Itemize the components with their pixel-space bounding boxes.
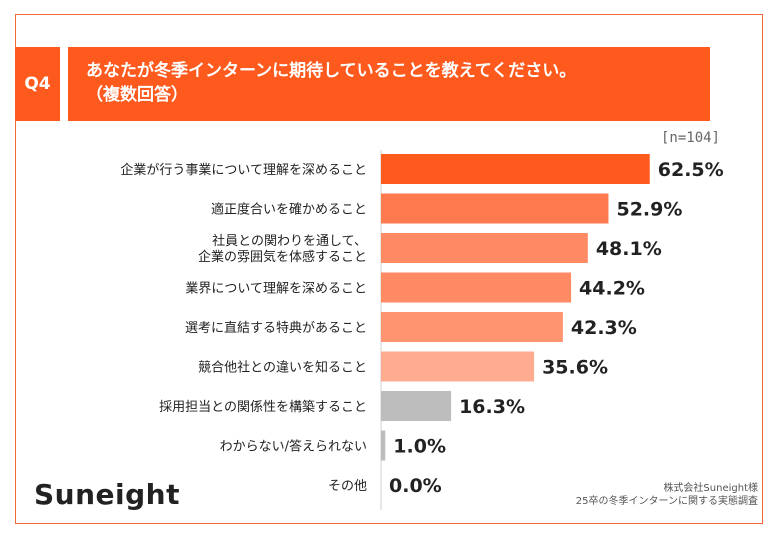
bar-6: [381, 351, 535, 382]
value-label-4: 44.2%: [579, 278, 645, 300]
chart-frame: [15, 14, 763, 524]
category-label-6: 競合他社との違いを知ること: [198, 360, 367, 376]
bar-4: [381, 272, 572, 303]
category-label-9: その他: [328, 479, 367, 494]
value-label-2: 52.9%: [616, 199, 682, 221]
bar-1: [381, 154, 650, 184]
value-label-5: 42.3%: [571, 317, 637, 339]
credit-line-2: 25卒の冬季インターンに関する実態調査: [575, 496, 758, 507]
bar-3: [381, 233, 588, 263]
category-label-1: 企業が行う事業について理解を深めること: [120, 162, 367, 178]
value-label-9: 0.0%: [389, 475, 442, 497]
bar-5: [381, 312, 563, 342]
bar-7: [381, 391, 452, 421]
value-label-3: 48.1%: [596, 238, 662, 260]
bar-8: [381, 430, 386, 461]
credit-line-1: 株式会社Suneight様: [663, 483, 758, 494]
bar-2: [381, 193, 609, 224]
category-label-4: 業界について理解を深めること: [185, 281, 367, 297]
category-label-5: 選考に直結する特典があること: [185, 321, 367, 336]
category-label-2: 適正度合いを確かめること: [211, 202, 367, 218]
question-badge: Q4: [15, 47, 60, 121]
category-label-8: わからない/答えられない: [220, 439, 367, 455]
category-label-3: 社員との関わりを通して、企業の雰囲気を体感すること: [198, 233, 367, 265]
credit-text: 株式会社Suneight様 25卒の冬季インターンに関する実態調査: [576, 482, 758, 508]
question-line-2: （複数回答）: [86, 85, 188, 105]
question-title: あなたが冬季インターンに期待していることを教えてください。 （複数回答）: [68, 47, 710, 121]
value-label-8: 1.0%: [393, 436, 446, 458]
brand-logo: Suneight: [34, 478, 180, 511]
value-label-6: 35.6%: [542, 357, 608, 379]
question-line-1: あなたが冬季インターンに期待していることを教えてください。: [86, 61, 577, 81]
category-label-7: 採用担当との関係性を構築すること: [159, 400, 367, 415]
sample-size-label: [n=104]: [660, 130, 720, 146]
value-label-7: 16.3%: [459, 396, 525, 418]
value-label-1: 62.5%: [658, 159, 724, 181]
